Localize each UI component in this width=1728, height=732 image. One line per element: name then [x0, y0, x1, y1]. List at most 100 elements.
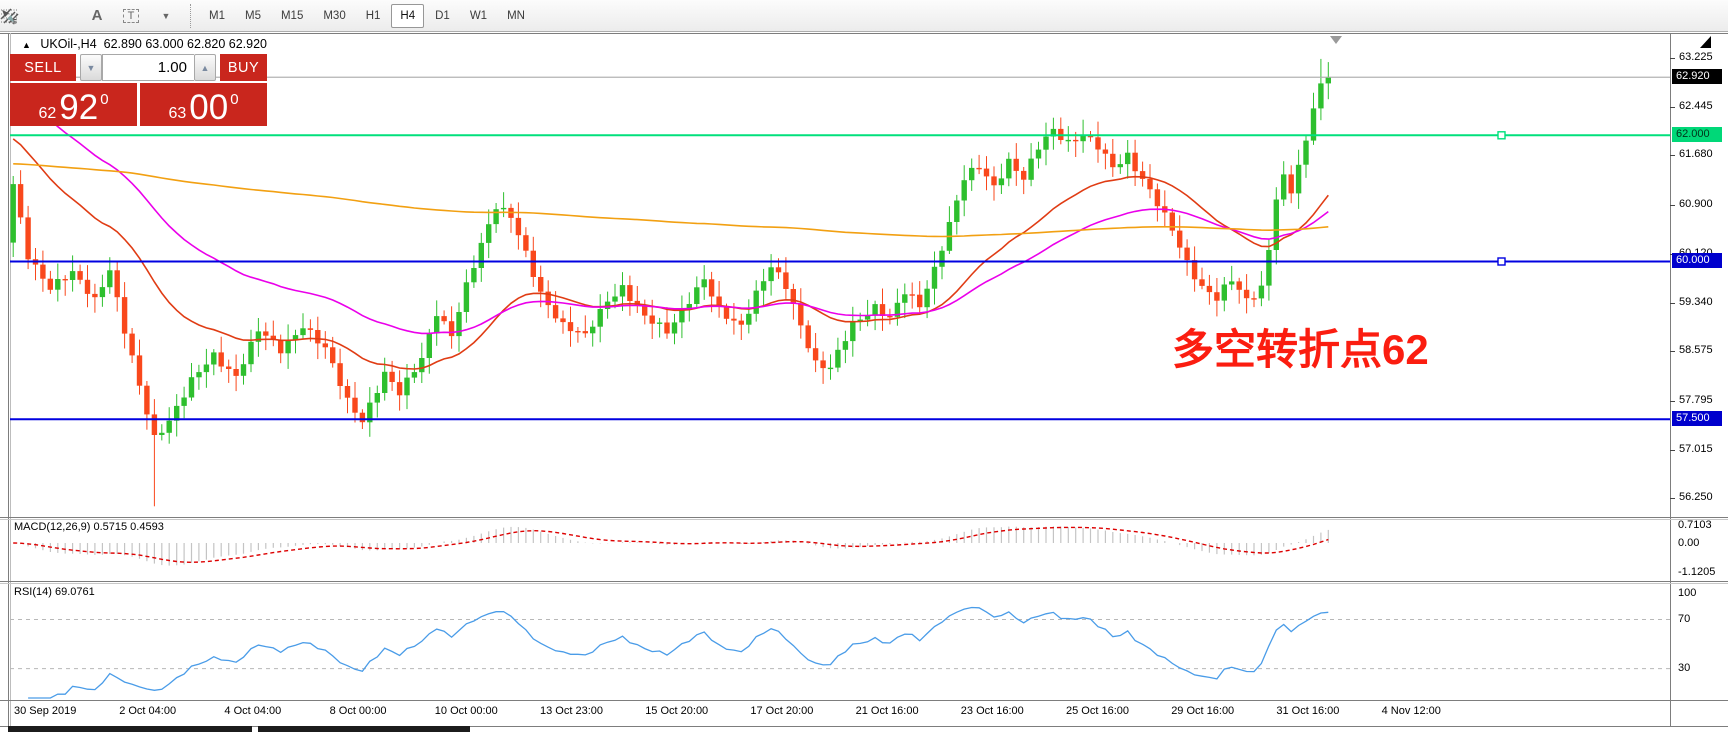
chart-frame-left-outer: [8, 33, 9, 726]
symbol-arrow-icon: ▲: [22, 40, 31, 50]
macd-axis-label: 0.00: [1678, 537, 1700, 549]
rsi-axis-label: 100: [1678, 587, 1697, 599]
price-badge-60.000: 60.000: [1672, 253, 1722, 269]
arrows-glyph: [2, 9, 14, 22]
text-label-icon[interactable]: A: [91, 7, 103, 24]
arrow-tools-icon[interactable]: ▼: [2, 4, 180, 28]
tab-timeframe-H1[interactable]: H1: [365, 9, 381, 22]
time-tick-label: 2 Oct 04:00: [119, 705, 177, 717]
main-chart-svg: [10, 58, 1670, 507]
trade-price-row: 62 92 0 63 00 0: [10, 83, 267, 126]
tab-timeframe-M1[interactable]: M1: [209, 9, 225, 22]
chart-frame-top: [0, 33, 1728, 34]
chart-title: ▲ UKOil-,H4 62.890 63.000 62.820 62.920: [22, 37, 267, 51]
tab-timeframe-MN[interactable]: MN: [507, 9, 525, 22]
price-tick-label: 62.445: [1679, 100, 1713, 113]
svg-text:F: F: [13, 19, 17, 26]
bottom-bar-segment: [258, 726, 470, 732]
moving-averages-layer: [12, 88, 1329, 370]
buy-button[interactable]: BUY: [220, 54, 267, 81]
macd-axis-label: -1.1205: [1678, 566, 1716, 578]
buy-price[interactable]: 63 00 0: [140, 83, 267, 126]
horizontal-levels-layer[interactable]: [10, 76, 1670, 421]
macd-splitter-top[interactable]: [0, 517, 1728, 518]
macd-label: MACD(12,26,9) 0.5715 0.4593: [14, 521, 164, 533]
fibo-grid-icon[interactable]: F: [1, 4, 78, 28]
time-tick-label: 29 Oct 16:00: [1171, 705, 1235, 717]
price-tick-label: 58.575: [1679, 344, 1713, 357]
sell-price-handle: 62: [38, 105, 57, 123]
time-axis-border: [0, 700, 1728, 701]
rsi-splitter-bottom: [0, 583, 1728, 584]
tab-timeframe-W1[interactable]: W1: [469, 9, 488, 22]
rsi-splitter-top[interactable]: [0, 581, 1728, 582]
rsi-label: RSI(14) 69.0761: [14, 586, 95, 598]
price-badge-57.500: 57.500: [1672, 411, 1722, 427]
price-badge-62.000: 62.000: [1672, 127, 1722, 143]
price-tick-label: 60.900: [1679, 197, 1713, 210]
macd-axis-label: 0.7103: [1678, 519, 1712, 531]
rsi-layer: [10, 606, 1670, 699]
chart-shift-marker-icon: [1330, 36, 1342, 44]
rsi-panel-svg: [10, 606, 1670, 699]
sell-button[interactable]: SELL: [10, 54, 76, 81]
sell-price-point: 0: [100, 91, 109, 108]
price-axis-border[interactable]: [1670, 33, 1671, 726]
time-tick-label: 30 Sep 2019: [14, 705, 77, 717]
bottom-bar-segment: [8, 726, 252, 732]
price-tick-label: 61.680: [1679, 148, 1713, 161]
rsi-axis-label: 70: [1678, 613, 1691, 625]
tab-timeframe-M30[interactable]: M30: [323, 9, 346, 22]
symbol-period-label: UKOil-,H4: [40, 37, 97, 51]
price-tick-dash: [1670, 303, 1675, 305]
buy-price-pips: 00: [189, 88, 229, 128]
window-corner-icon[interactable]: [1700, 36, 1711, 48]
volume-increase-button[interactable]: ▲: [194, 54, 216, 81]
trade-widget: SELL ▼ 1.00 ▲ BUY 62 92 0 63 00 0: [10, 54, 267, 126]
buy-price-handle: 63: [168, 105, 187, 123]
text-box-icon[interactable]: T: [116, 4, 146, 28]
time-tick-label: 23 Oct 16:00: [960, 705, 1024, 717]
macd-layer: [13, 526, 1329, 566]
price-tick-dash: [1670, 351, 1675, 353]
price-tick-label: 63.225: [1679, 51, 1713, 63]
sell-price[interactable]: 62 92 0: [10, 83, 137, 126]
time-tick-label: 10 Oct 00:00: [434, 705, 498, 717]
macd-splitter-bottom: [0, 519, 1728, 520]
volume-input[interactable]: 1.00: [102, 54, 194, 81]
ohlc-quote-label: 62.890 63.000 62.820 62.920: [103, 37, 267, 51]
candles-layer: [10, 58, 1331, 507]
time-tick-label: 8 Oct 00:00: [329, 705, 387, 717]
sell-price-pips: 92: [59, 88, 99, 128]
price-tick-label: 56.250: [1679, 491, 1713, 504]
price-tick-dash: [1670, 58, 1675, 59]
time-tick-label: 15 Oct 20:00: [645, 705, 709, 717]
price-tick-dash: [1670, 400, 1675, 402]
tab-timeframe-D1[interactable]: D1: [435, 9, 450, 22]
macd-panel-svg: [13, 526, 1329, 566]
boxed-t-glyph: T: [122, 8, 140, 23]
chart-annotation-text[interactable]: 多空转折点62: [1172, 326, 1429, 373]
time-tick-label: 17 Oct 20:00: [750, 705, 814, 717]
price-tick-dash: [1670, 498, 1675, 500]
time-tick-label: 4 Oct 04:00: [224, 705, 282, 717]
dropdown-caret-icon: ▼: [161, 10, 171, 21]
buy-price-point: 0: [230, 91, 239, 108]
price-tick-label: 57.015: [1679, 442, 1713, 455]
chart-frame-left-inner: [10, 33, 11, 726]
trade-top-row: SELL ▼ 1.00 ▲ BUY: [10, 54, 267, 81]
price-tick-dash: [1670, 449, 1675, 451]
tab-timeframe-M5[interactable]: M5: [244, 9, 261, 22]
window-bottom-border: [0, 726, 1728, 727]
tab-timeframe-M15[interactable]: M15: [280, 9, 304, 22]
tab-timeframe-H4[interactable]: H4: [391, 3, 425, 28]
time-tick-label: 4 Nov 12:00: [1381, 705, 1441, 717]
timeframe-group: M1 M5 M15 M30 H1 H4 D1 W1 MN: [199, 3, 535, 28]
volume-decrease-button[interactable]: ▼: [80, 54, 102, 81]
price-tick-dash: [1670, 107, 1675, 109]
toolbar-separator: [190, 3, 191, 28]
price-tick-label: 57.795: [1679, 393, 1713, 406]
time-tick-label: 31 Oct 16:00: [1276, 705, 1340, 717]
